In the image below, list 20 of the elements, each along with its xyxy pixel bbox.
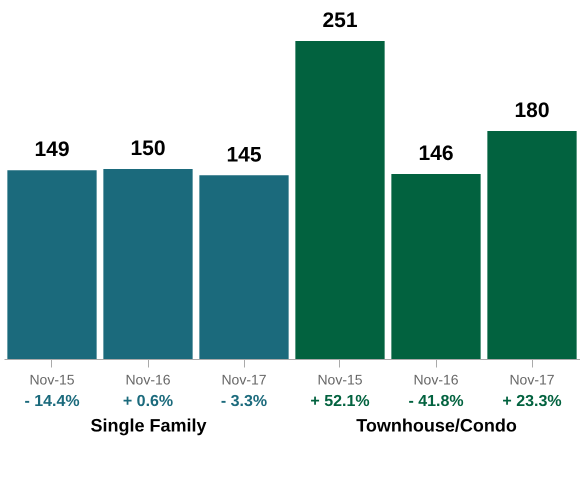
x-tick-label: Nov-17: [509, 372, 555, 388]
text: + 0.6%: [122, 393, 174, 410]
data-label: 145: [226, 143, 262, 166]
x-axis-title: Single Family: [90, 416, 207, 436]
data-label: 150: [130, 136, 166, 160]
x-tick-label: Nov-15: [29, 372, 75, 388]
data-label: 251: [322, 9, 358, 32]
text: + 52.1%: [310, 393, 370, 410]
x-axis-title: Townhouse/Condo: [356, 416, 517, 436]
x-tick-label: Nov-17: [221, 372, 267, 388]
data-label: 149: [34, 138, 70, 162]
x-tick-label: Nov-16: [125, 372, 171, 388]
text: - 41.8%: [408, 393, 464, 410]
x-tick-label: Nov-15: [317, 372, 363, 388]
text: + 23.3%: [502, 393, 562, 410]
text: - 14.4%: [24, 393, 80, 410]
x-tick-label: Nov-16: [413, 372, 459, 388]
data-label: 180: [514, 98, 550, 122]
data-label: 146: [418, 142, 454, 166]
text: - 3.3%: [220, 393, 268, 410]
